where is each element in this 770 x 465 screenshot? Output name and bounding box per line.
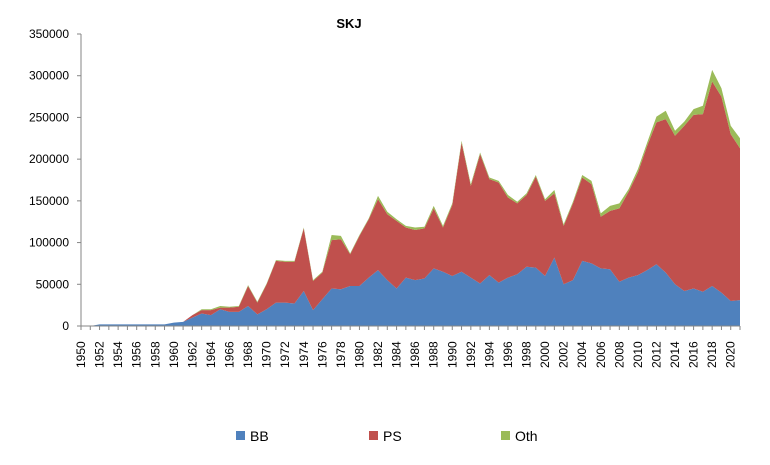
x-tick-label: 1966	[223, 341, 237, 368]
x-tick-label: 1950	[74, 341, 88, 368]
y-tick-label: 150000	[29, 194, 69, 208]
x-tick-label: 2000	[538, 341, 552, 368]
area-series-ps	[81, 81, 740, 326]
legend-label-ps: PS	[383, 428, 402, 444]
x-tick-label: 1954	[111, 341, 125, 368]
x-tick-label: 1978	[334, 341, 348, 368]
area-series-bb	[81, 257, 740, 326]
legend-label-bb: BB	[250, 428, 269, 444]
x-tick-label: 1970	[260, 341, 274, 368]
y-tick-label: 50000	[36, 277, 70, 291]
x-tick-label: 2012	[649, 341, 663, 368]
x-tick-label: 1968	[241, 341, 255, 368]
x-tick-label: 2008	[612, 341, 626, 368]
x-tick-label: 2018	[705, 341, 719, 368]
x-tick-label: 2014	[668, 341, 682, 368]
x-tick-label: 2004	[575, 341, 589, 368]
legend-swatch-oth	[501, 431, 510, 440]
x-tick-label: 1986	[408, 341, 422, 368]
x-axis: 1950 1952 1954 1956 1958 1960 1962 1964 1966 1968…	[74, 325, 741, 368]
legend: BB PS Oth	[236, 428, 538, 444]
x-tick-label: 1988	[427, 341, 441, 368]
x-tick-label: 1974	[297, 341, 311, 368]
chart-title: SKJ	[336, 16, 361, 31]
x-tick-label: 1980	[352, 341, 366, 368]
x-tick-label: 1996	[501, 341, 515, 368]
x-tick-label: 1964	[204, 341, 218, 368]
x-tick-label: 1982	[371, 341, 385, 368]
y-tick-label: 100000	[29, 236, 69, 250]
x-tick-label: 1960	[167, 341, 181, 368]
x-tick-label: 2016	[687, 341, 701, 368]
y-tick-label: 250000	[29, 110, 69, 124]
x-tick-label: 1994	[482, 341, 496, 368]
x-tick-label: 2010	[631, 341, 645, 368]
legend-swatch-ps	[369, 431, 378, 440]
x-tick-label: 2020	[724, 341, 738, 368]
y-tick-label: 0	[62, 319, 69, 333]
plot-areas	[81, 69, 740, 327]
x-tick-label: 1956	[130, 341, 144, 368]
x-tick-label: 1976	[315, 341, 329, 368]
x-tick-label: 1992	[464, 341, 478, 368]
legend-swatch-bb	[236, 431, 245, 440]
legend-label-oth: Oth	[515, 428, 538, 444]
x-tick-label: 1990	[445, 341, 459, 368]
x-tick-label: 1998	[520, 341, 534, 368]
y-tick-label: 350000	[29, 27, 69, 41]
x-tick-label: 1958	[148, 341, 162, 368]
y-tick-label: 300000	[29, 69, 69, 83]
x-tick-label: 2006	[594, 341, 608, 368]
x-tick-label: 1962	[185, 341, 199, 368]
y-axis: 0 50000 100000 150000 200000 250000 300000 3500…	[29, 27, 82, 333]
x-tick-label: 2002	[557, 341, 571, 368]
x-tick-label: 1952	[93, 341, 107, 368]
x-tick-label: 1972	[278, 341, 292, 368]
x-tick-label: 1984	[390, 341, 404, 368]
y-tick-label: 200000	[29, 152, 69, 166]
